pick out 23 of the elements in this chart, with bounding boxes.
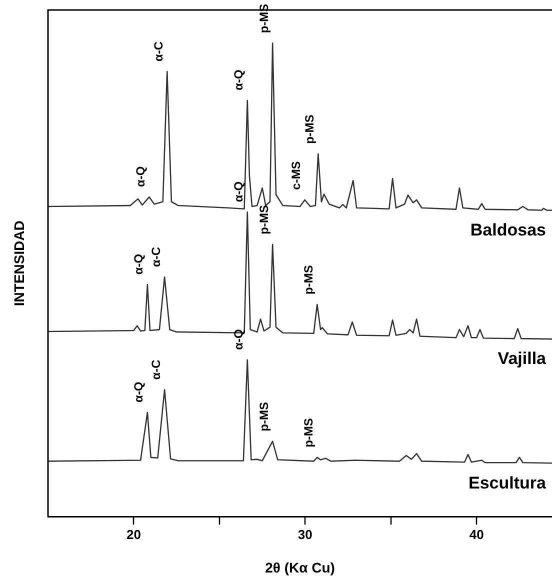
- annotation: α-Q: [232, 329, 246, 350]
- annotation: α-Q: [133, 166, 148, 188]
- annotation: α-Q: [232, 70, 246, 90]
- annotation: p-MS: [301, 418, 316, 448]
- annotation: α-C: [148, 246, 163, 268]
- annotation: α-Q: [132, 382, 146, 402]
- annotation: α-Q: [132, 254, 146, 275]
- x-axis-title: 2θ (Kα Cu): [265, 559, 335, 576]
- annotation: p-MS: [256, 402, 271, 432]
- series-label: Vajilla: [498, 349, 547, 368]
- y-axis-title: INTENSIDAD: [10, 220, 27, 306]
- annotation: α-C: [151, 41, 166, 62]
- annotation: α-Q: [232, 181, 246, 202]
- series-label: Escultura: [468, 473, 547, 492]
- series-label: Baldosas: [470, 220, 546, 240]
- annotation: p-MS: [301, 265, 316, 294]
- x-tick-label: 40: [469, 526, 484, 542]
- x-tick-label: 30: [298, 526, 312, 542]
- x-tick-label: 20: [126, 526, 141, 542]
- annotation: p-MS: [302, 114, 316, 144]
- annotation: α-C: [148, 359, 163, 380]
- annotation: p-MS: [256, 205, 271, 234]
- annotation: c-MS: [289, 161, 304, 190]
